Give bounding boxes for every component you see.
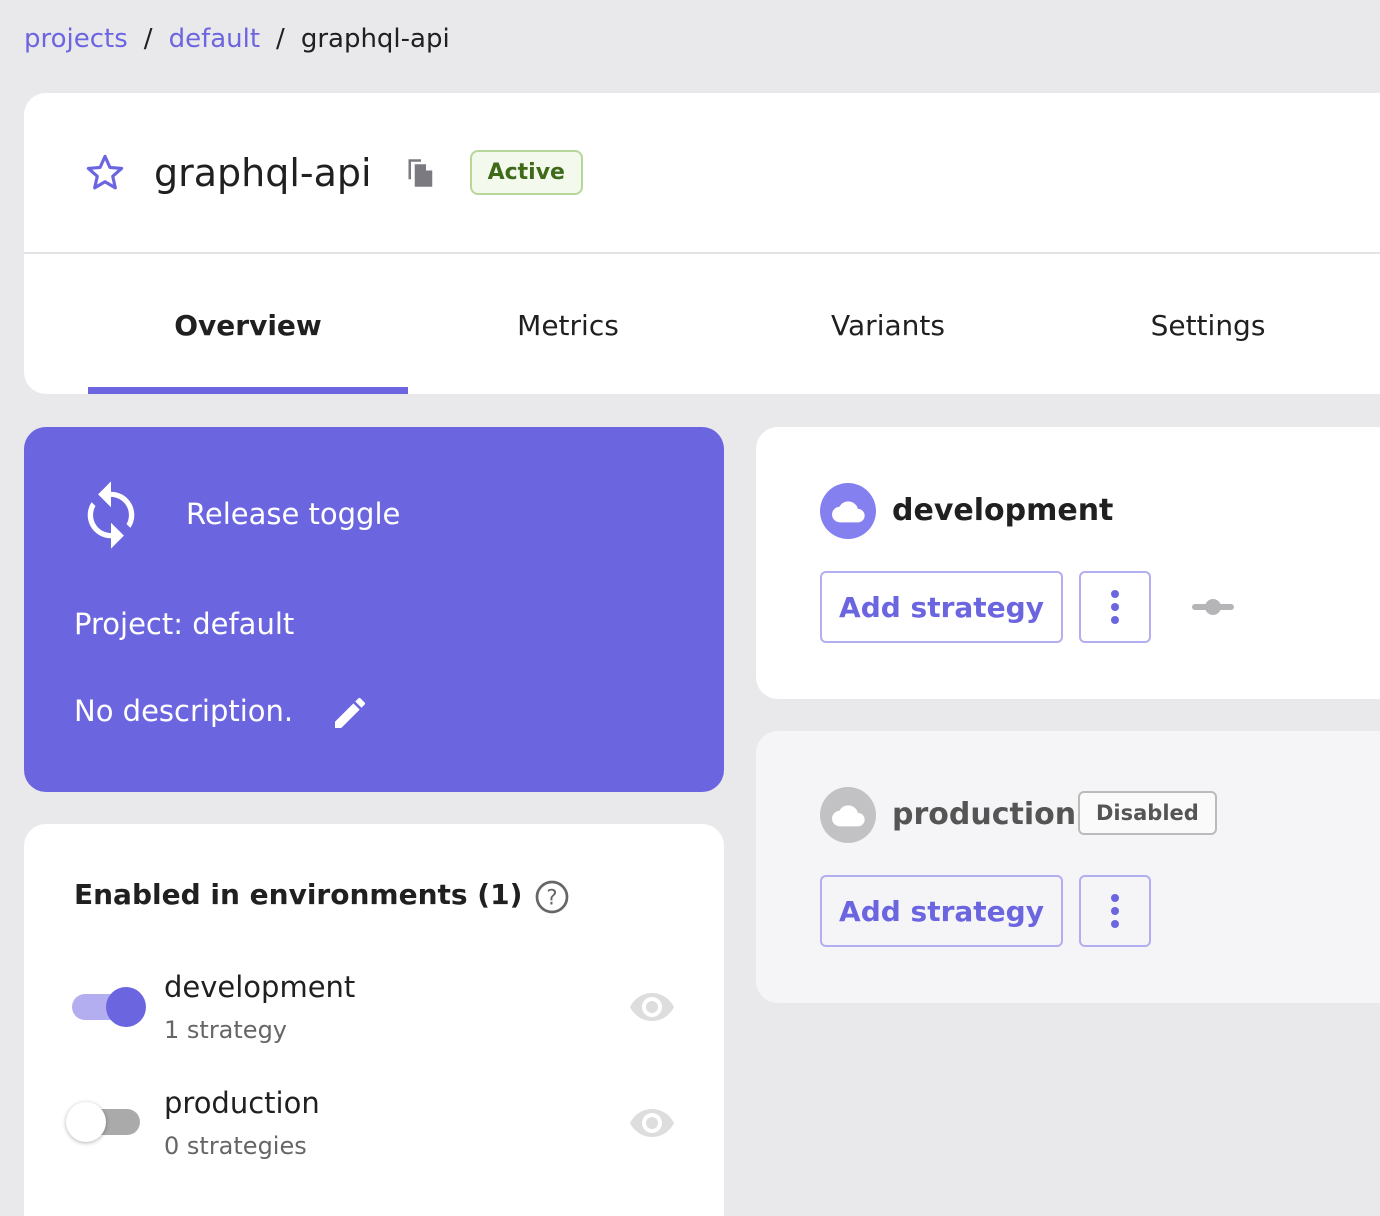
more-options-button[interactable] — [1079, 875, 1151, 947]
breadcrumb: projects / default / graphql-api — [24, 24, 450, 54]
env-strategies: 0 strategies — [164, 1132, 307, 1160]
production-toggle[interactable] — [66, 1102, 140, 1142]
more-vertical-icon — [1111, 894, 1119, 928]
environments-title: Enabled in environments (1) — [74, 878, 523, 911]
disabled-badge: Disabled — [1078, 791, 1217, 835]
feature-info-card: Release toggle Project: default No descr… — [24, 427, 724, 792]
tab-variants[interactable]: Variants — [831, 308, 945, 342]
more-vertical-icon — [1111, 590, 1119, 624]
env-name: production — [164, 1086, 320, 1120]
page-title: graphql-api — [154, 150, 372, 195]
cloud-icon — [820, 483, 876, 539]
status-badge: Active — [469, 150, 583, 195]
description: No description. — [74, 694, 294, 728]
environments-panel: Enabled in environments (1) ? developmen… — [24, 824, 724, 1216]
feature-header: graphql-api Active Overview Metrics Vari… — [24, 93, 1380, 394]
tab-bar: Overview Metrics Variants Settings — [88, 256, 1368, 394]
eye-icon[interactable] — [628, 1106, 676, 1140]
env-strategies: 1 strategy — [164, 1016, 287, 1044]
tab-settings[interactable]: Settings — [1150, 308, 1266, 342]
add-strategy-button[interactable]: Add strategy — [820, 571, 1063, 643]
star-icon[interactable] — [84, 152, 126, 194]
env-card-production: production Disabled Add strategy — [756, 731, 1380, 1003]
help-icon[interactable]: ? — [534, 879, 570, 915]
cloud-icon — [820, 787, 876, 843]
env-card-title: production — [892, 797, 1077, 832]
breadcrumb-projects[interactable]: projects — [24, 24, 128, 54]
breadcrumb-default[interactable]: default — [168, 24, 261, 54]
sync-icon — [87, 481, 135, 549]
svg-text:?: ? — [546, 886, 557, 910]
tab-overview[interactable]: Overview — [88, 256, 408, 394]
breadcrumb-current: graphql-api — [300, 24, 450, 54]
copy-icon[interactable] — [406, 156, 436, 190]
env-card-title: development — [892, 493, 1114, 528]
toggle-type: Release toggle — [186, 497, 401, 531]
development-toggle[interactable] — [72, 987, 146, 1027]
project-label: Project: default — [74, 607, 295, 641]
add-strategy-button[interactable]: Add strategy — [820, 875, 1063, 947]
more-options-button[interactable] — [1079, 571, 1151, 643]
drag-handle-icon[interactable] — [1192, 597, 1234, 617]
env-name: development — [164, 970, 356, 1004]
tab-metrics[interactable]: Metrics — [517, 308, 619, 342]
edit-icon[interactable] — [330, 693, 370, 733]
env-card-development: development Add strategy — [756, 427, 1380, 699]
eye-icon[interactable] — [628, 990, 676, 1024]
